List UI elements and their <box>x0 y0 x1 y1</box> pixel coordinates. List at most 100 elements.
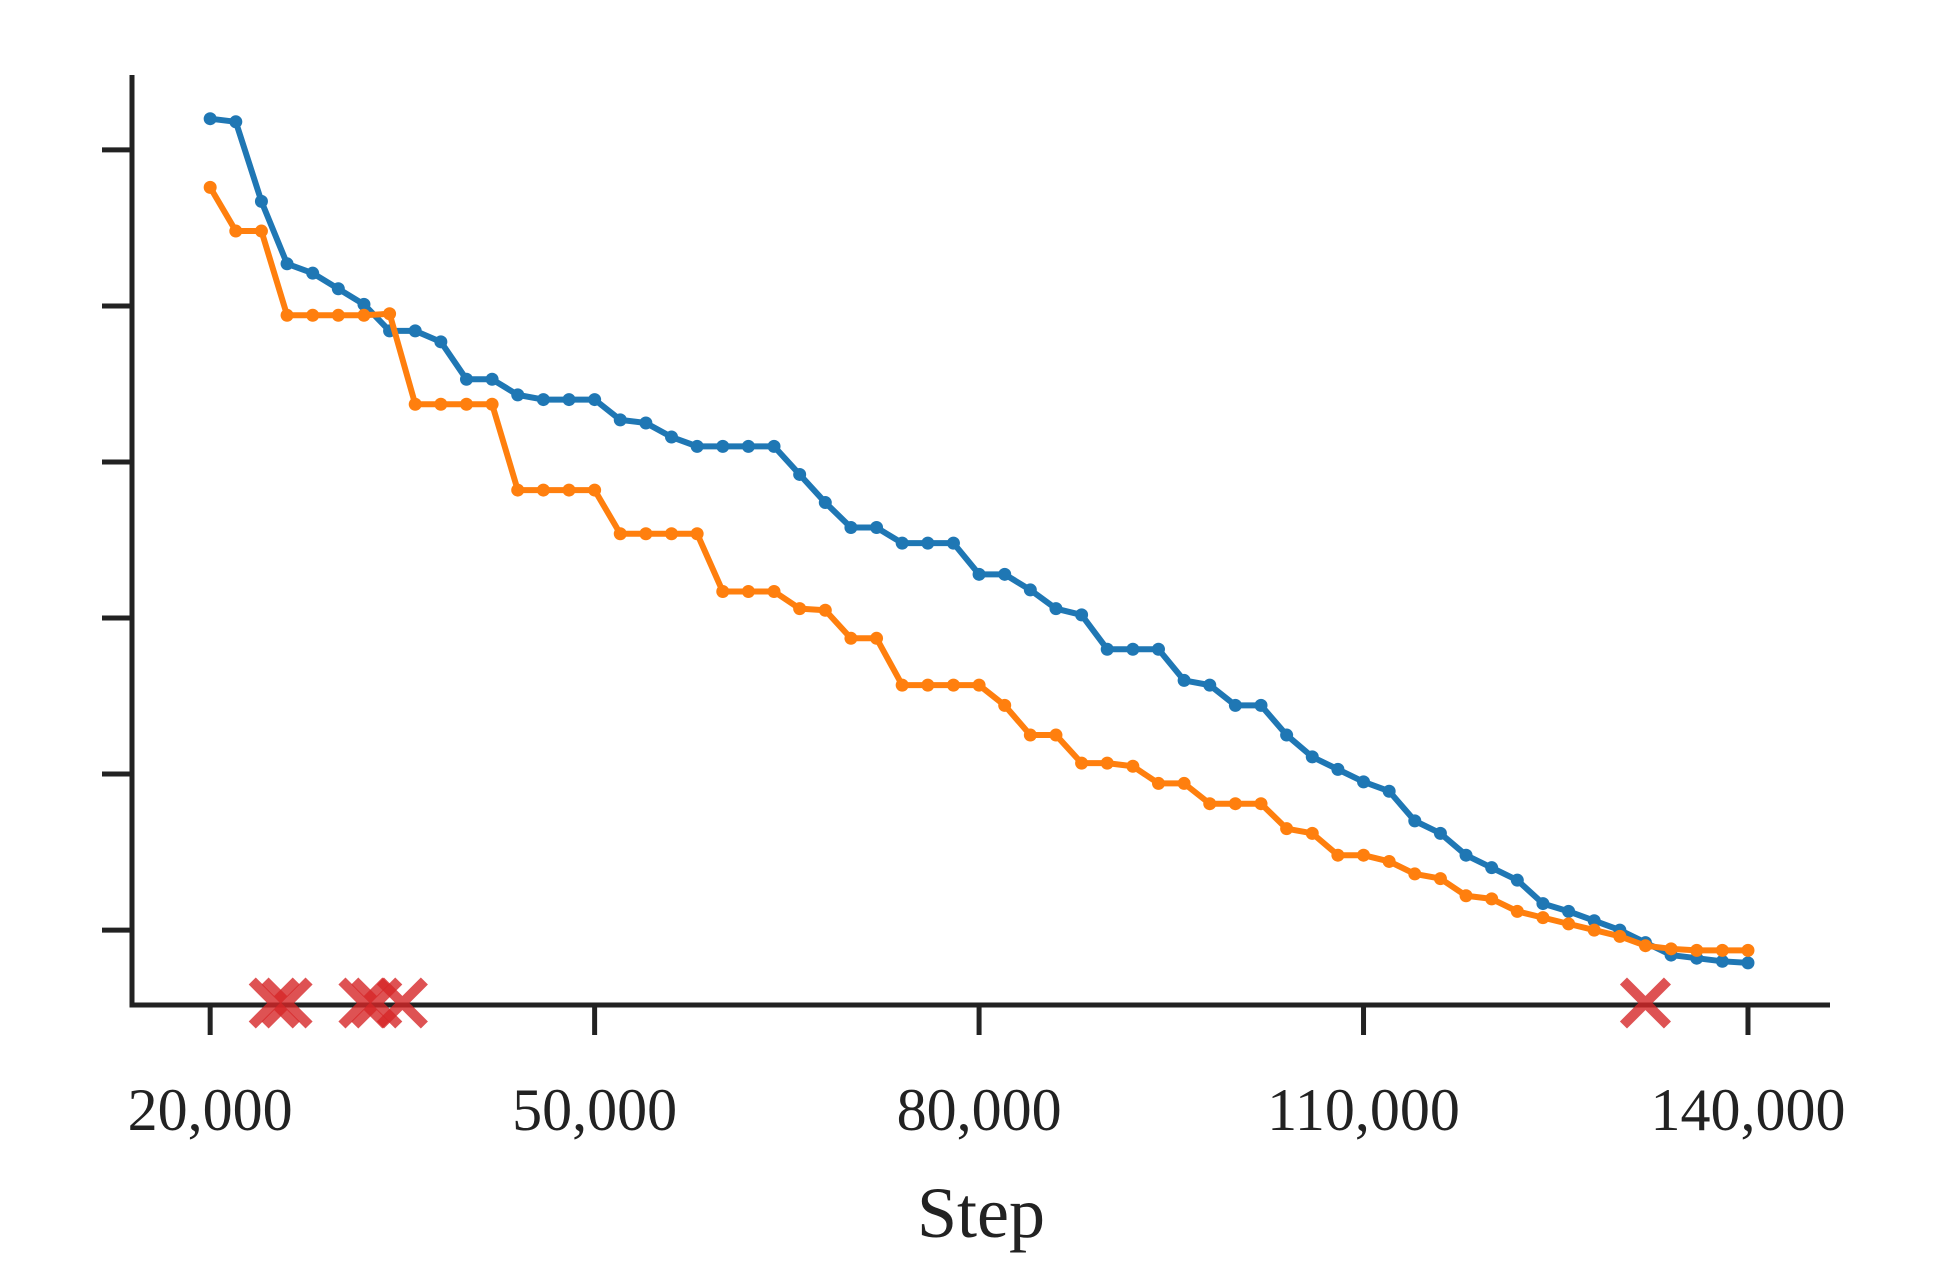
data-point <box>1100 642 1114 656</box>
data-point <box>1254 797 1268 811</box>
data-point <box>1100 756 1114 770</box>
data-point <box>972 678 986 692</box>
data-point <box>1280 728 1294 742</box>
x-axis-label: Step <box>917 1173 1045 1253</box>
data-point <box>716 439 730 453</box>
data-point <box>818 603 832 617</box>
data-point <box>741 439 755 453</box>
data-point <box>1485 892 1499 906</box>
data-point <box>639 416 653 430</box>
data-point <box>895 536 909 550</box>
x-tick-label: 20,000 <box>128 1077 293 1143</box>
data-point <box>1638 939 1652 953</box>
data-point <box>331 282 345 296</box>
data-point <box>972 567 986 581</box>
data-point <box>1510 904 1524 918</box>
data-point <box>1228 797 1242 811</box>
data-point <box>1177 776 1191 790</box>
x-tick-label: 110,000 <box>1267 1077 1460 1143</box>
data-point <box>1049 728 1063 742</box>
data-point <box>1305 826 1319 840</box>
data-point <box>280 308 294 322</box>
data-point <box>203 112 217 126</box>
data-point <box>1408 814 1422 828</box>
data-point <box>1510 873 1524 887</box>
data-point <box>1408 867 1422 881</box>
data-point <box>562 483 576 497</box>
data-point <box>793 467 807 481</box>
data-point <box>1690 943 1704 957</box>
x-tick-label: 80,000 <box>897 1077 1062 1143</box>
data-point <box>459 397 473 411</box>
data-point <box>1613 929 1627 943</box>
data-point <box>1587 923 1601 937</box>
data-point <box>1741 956 1755 970</box>
data-point <box>946 678 960 692</box>
data-point <box>1151 642 1165 656</box>
data-point <box>280 257 294 271</box>
data-point <box>741 584 755 598</box>
data-point <box>357 308 371 322</box>
data-point <box>870 521 884 535</box>
data-point <box>690 439 704 453</box>
data-point <box>1357 775 1371 789</box>
data-point <box>1382 784 1396 798</box>
data-point <box>613 413 627 427</box>
data-point <box>921 678 935 692</box>
data-point <box>767 439 781 453</box>
data-point <box>1305 750 1319 764</box>
data-point <box>229 115 243 129</box>
data-point <box>844 631 858 645</box>
x-tick-label: 140,000 <box>1650 1077 1845 1143</box>
data-point <box>1357 848 1371 862</box>
data-point <box>254 194 268 208</box>
data-point <box>459 372 473 386</box>
data-point <box>536 393 550 407</box>
data-point <box>1075 756 1089 770</box>
data-point <box>203 180 217 194</box>
data-point <box>331 308 345 322</box>
data-point <box>1715 943 1729 957</box>
data-point <box>1485 861 1499 875</box>
data-point <box>1203 797 1217 811</box>
x-marker <box>261 977 313 1029</box>
data-point <box>793 602 807 616</box>
data-point <box>511 388 525 402</box>
data-point <box>1459 848 1473 862</box>
data-point <box>870 631 884 645</box>
data-point <box>818 496 832 510</box>
data-point <box>1382 854 1396 868</box>
data-point <box>254 224 268 238</box>
data-point <box>1280 822 1294 836</box>
data-point <box>946 536 960 550</box>
data-point <box>1536 897 1550 911</box>
data-point <box>1075 608 1089 622</box>
data-point <box>1177 673 1191 687</box>
data-point <box>1331 762 1345 776</box>
x-marker <box>376 977 428 1029</box>
data-point <box>1023 583 1037 597</box>
data-point <box>690 527 704 541</box>
data-point <box>1331 848 1345 862</box>
data-point <box>511 483 525 497</box>
data-point <box>639 527 653 541</box>
data-point <box>306 266 320 280</box>
data-point <box>229 224 243 238</box>
data-point <box>1049 602 1063 616</box>
data-point <box>485 372 499 386</box>
data-point <box>1151 776 1165 790</box>
data-point <box>306 308 320 322</box>
data-point <box>1126 642 1140 656</box>
data-point <box>1741 943 1755 957</box>
data-point <box>1254 698 1268 712</box>
x-marker <box>248 977 300 1029</box>
data-point <box>665 527 679 541</box>
data-point <box>562 393 576 407</box>
data-point <box>613 527 627 541</box>
data-point <box>844 521 858 535</box>
data-point <box>921 536 935 550</box>
data-point <box>1587 914 1601 928</box>
data-point <box>383 307 397 321</box>
x-marker <box>1619 977 1671 1029</box>
